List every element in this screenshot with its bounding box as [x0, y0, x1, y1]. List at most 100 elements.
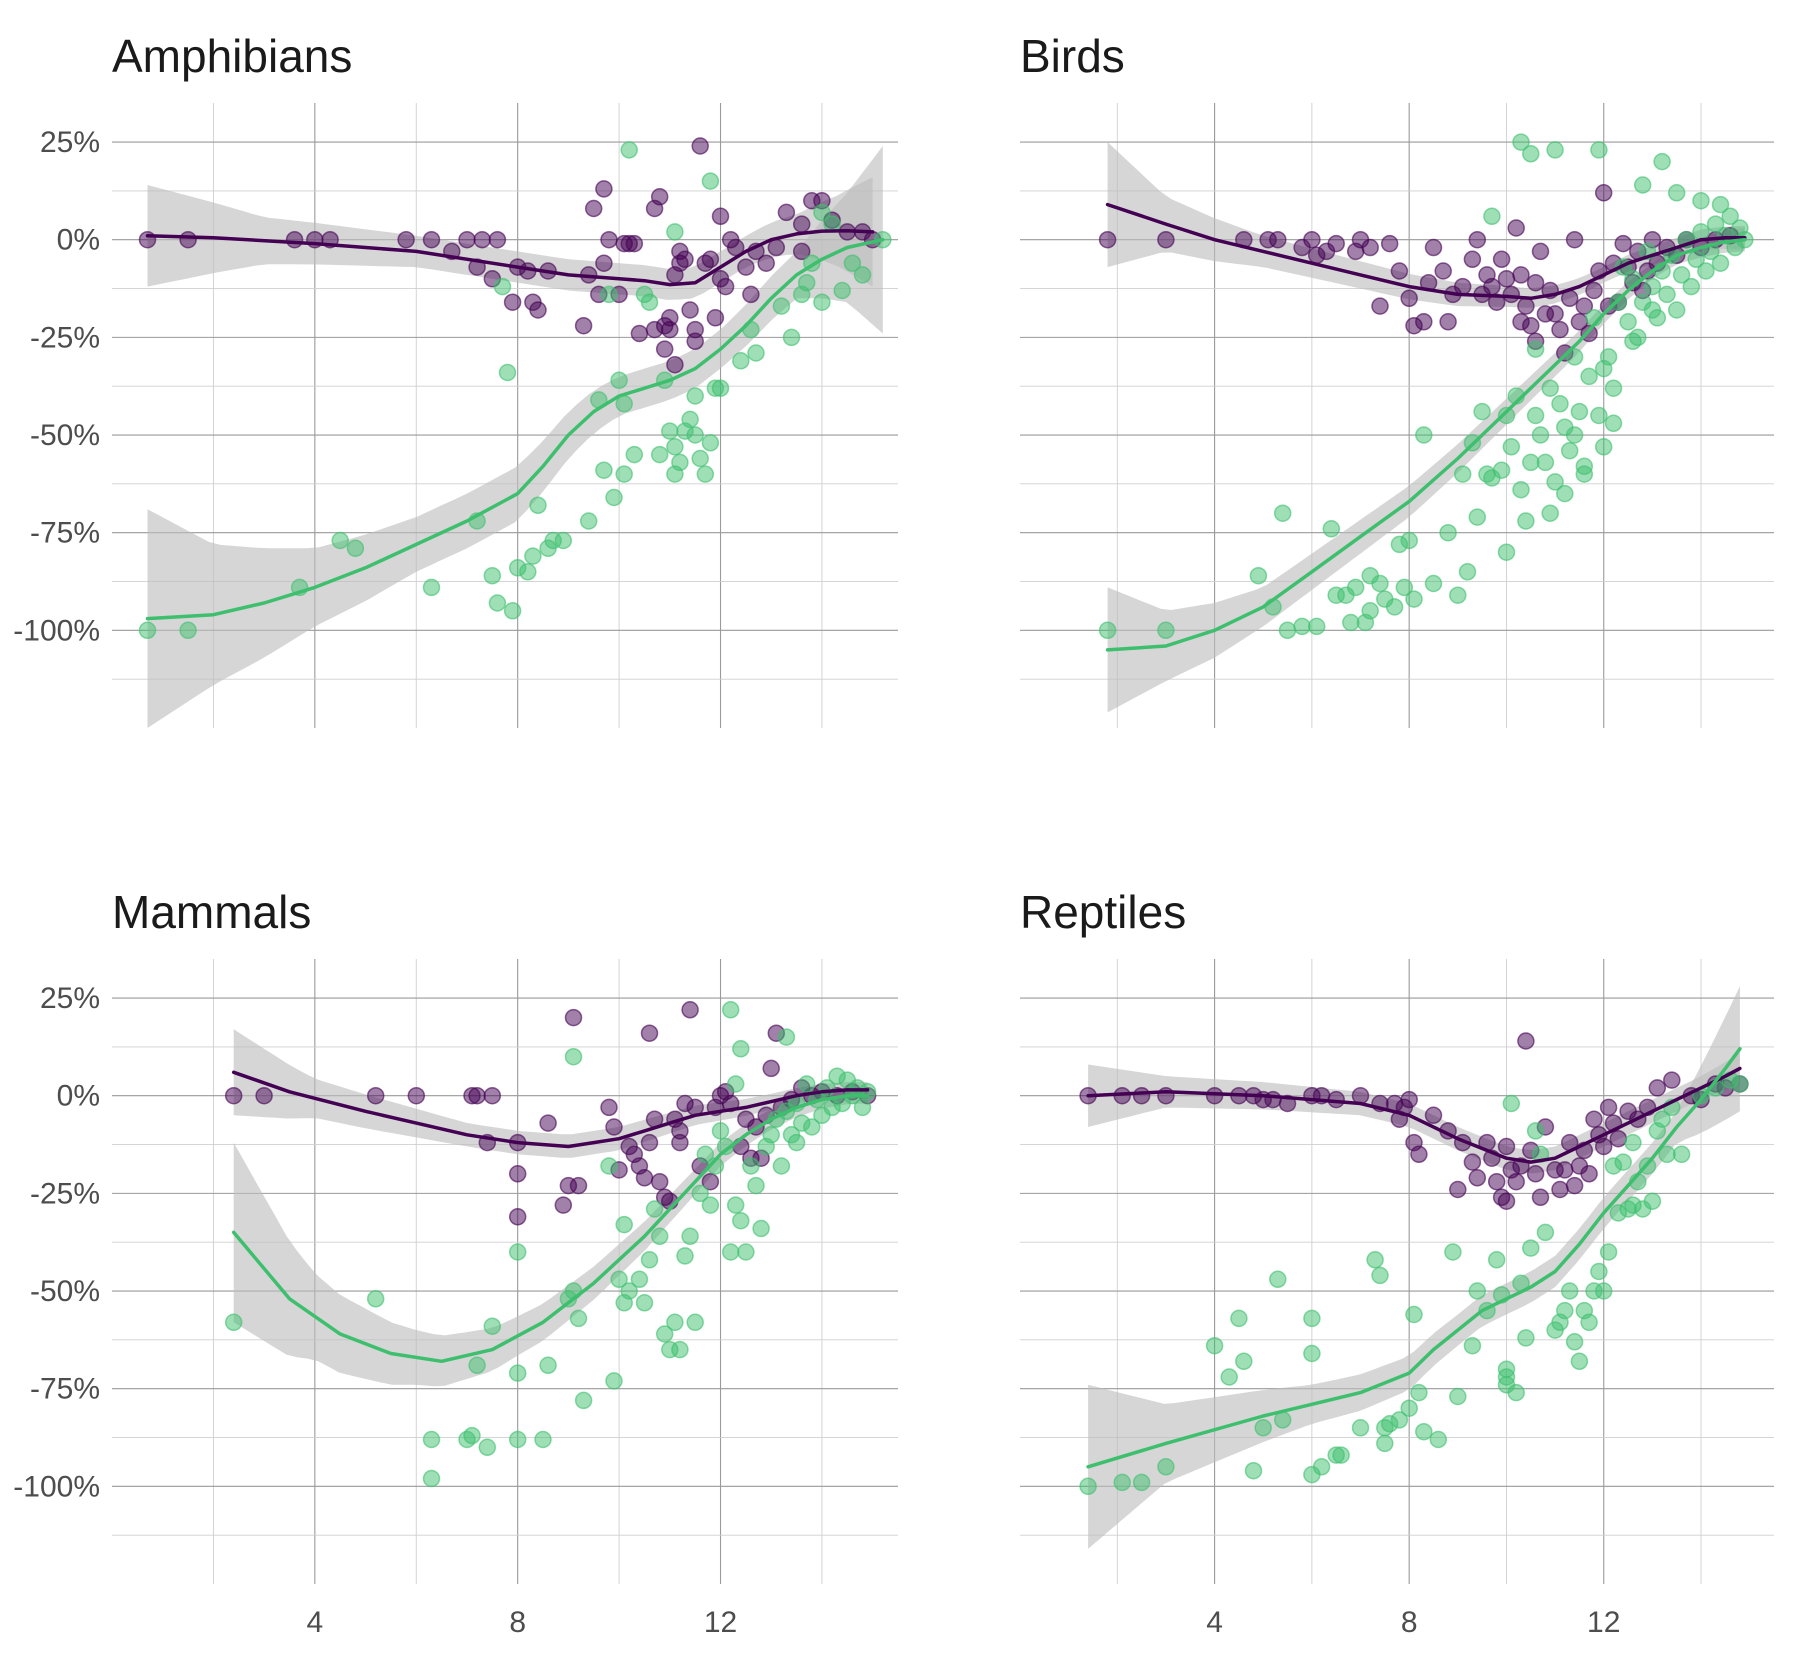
data-point: [1502, 285, 1521, 304]
data-point: [1512, 480, 1530, 499]
data-point: [519, 563, 537, 581]
trend-line-purple: [231, 1070, 870, 1149]
data-point: [726, 238, 745, 257]
x-tick-label: 12: [704, 1606, 737, 1639]
data-point: [1648, 1079, 1667, 1097]
data-point: [468, 1086, 486, 1105]
data-point: [1536, 1223, 1555, 1242]
data-point: [529, 301, 547, 319]
data-point: [1366, 1251, 1384, 1269]
data-point: [605, 1118, 623, 1136]
data-point: [686, 426, 704, 444]
data-point: [737, 1243, 755, 1261]
data-point: [1502, 438, 1521, 456]
data-point: [1633, 176, 1652, 194]
data-point: [1697, 262, 1715, 280]
data-point: [661, 422, 679, 440]
data-point: [458, 230, 476, 249]
data-point: [1449, 586, 1467, 604]
data-point: [1565, 426, 1584, 444]
data-point: [605, 1372, 623, 1390]
data-point: [1205, 1336, 1224, 1355]
data-point: [1473, 402, 1491, 421]
data-point: [508, 1165, 527, 1183]
data-point: [1585, 281, 1603, 300]
data-point: [1570, 1352, 1589, 1371]
data-point: [686, 1313, 704, 1332]
data-point: [797, 273, 816, 292]
data-point: [1522, 316, 1540, 335]
data-point: [1526, 1122, 1545, 1140]
data-point: [716, 1137, 735, 1156]
data-point: [1599, 1243, 1618, 1261]
data-point: [681, 1227, 699, 1246]
data-point: [1351, 1419, 1370, 1437]
data-point: [1531, 426, 1550, 444]
y-tick-label: -50%: [30, 1275, 100, 1308]
data-point: [625, 445, 644, 464]
y-tick-label: -75%: [30, 1373, 100, 1406]
trend-line-green: [231, 1093, 870, 1364]
data-point: [742, 285, 760, 304]
data-point: [595, 180, 613, 198]
y-tick-label: 0%: [57, 224, 100, 257]
data-point: [1322, 520, 1341, 538]
data-point: [1303, 1309, 1321, 1328]
data-point: [1556, 1161, 1574, 1179]
data-point: [1254, 1419, 1272, 1437]
data-point: [1400, 289, 1418, 308]
y-tick-label: 25%: [40, 982, 100, 1015]
data-point: [488, 230, 507, 249]
data-point: [1522, 145, 1540, 163]
x-tick-label: 12: [1587, 1606, 1620, 1639]
data-point: [1624, 1133, 1642, 1152]
data-point: [1614, 1153, 1632, 1171]
data-point: [508, 1208, 527, 1226]
data-point: [346, 539, 365, 558]
data-point: [1585, 1110, 1603, 1128]
series-points-green: [224, 1001, 877, 1488]
data-point: [539, 1114, 557, 1132]
data-point: [792, 242, 811, 261]
data-point: [600, 1098, 618, 1117]
data-point: [1526, 406, 1545, 425]
y-tick-label: -25%: [30, 321, 100, 354]
data-point: [179, 621, 197, 640]
data-point: [1487, 1251, 1506, 1269]
data-point: [1424, 574, 1443, 593]
data-point: [1590, 406, 1608, 425]
data-point: [1463, 1336, 1482, 1355]
data-point: [574, 1391, 593, 1410]
data-point: [1687, 250, 1705, 269]
data-point: [732, 352, 750, 370]
data-point: [640, 293, 659, 311]
panel-title: Birds: [1020, 30, 1125, 82]
data-point: [1546, 141, 1564, 159]
data-point: [1663, 1071, 1681, 1089]
data-point: [1517, 1329, 1535, 1347]
data-point: [772, 1157, 791, 1175]
data-point: [625, 234, 644, 253]
data-point: [1415, 313, 1433, 331]
data-point: [1667, 184, 1686, 202]
data-point: [1526, 1165, 1545, 1183]
trend-line-purple: [1105, 202, 1747, 301]
data-point: [605, 488, 623, 507]
data-point: [1556, 1301, 1574, 1320]
data-point: [595, 461, 613, 479]
data-point: [1303, 230, 1321, 249]
data-point: [610, 1270, 628, 1289]
data-point: [483, 566, 502, 585]
data-point: [1580, 1165, 1598, 1183]
data-point: [1371, 574, 1389, 593]
data-point: [1590, 1262, 1608, 1281]
data-point: [732, 1211, 750, 1230]
data-point: [630, 324, 649, 343]
data-point: [1497, 406, 1516, 425]
data-point: [1390, 1411, 1409, 1429]
data-point: [691, 449, 709, 468]
y-tick-label: -100%: [13, 614, 100, 647]
data-point: [1483, 277, 1501, 296]
